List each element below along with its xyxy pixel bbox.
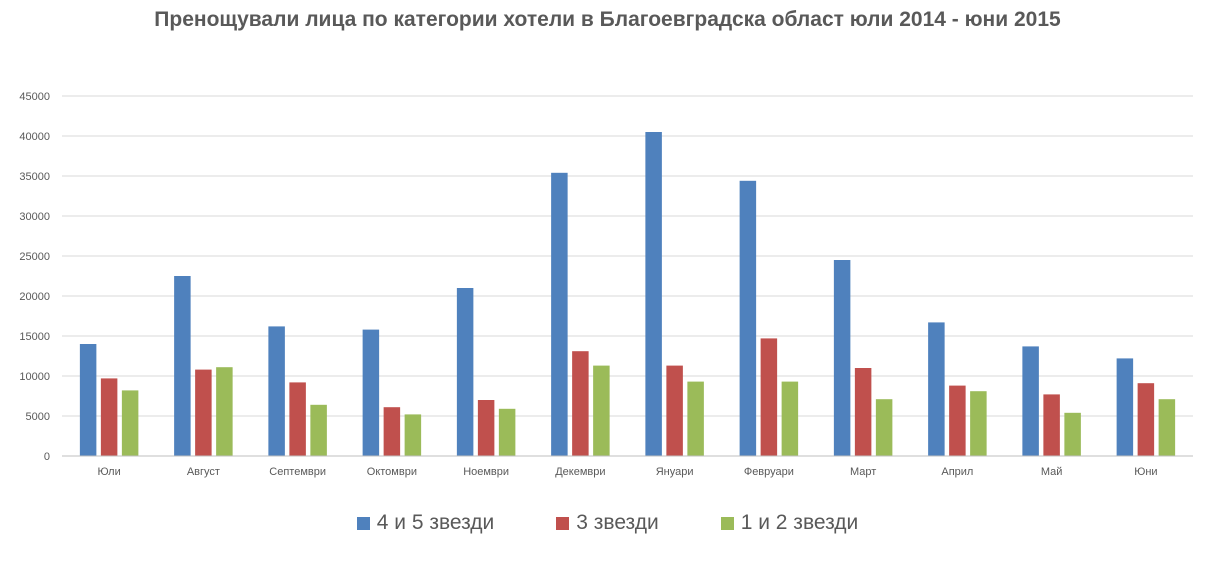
bar — [121, 390, 139, 456]
x-tick-label: Юли — [98, 466, 121, 478]
x-tick-label: Май — [1041, 466, 1063, 478]
x-tick-label: Март — [850, 466, 876, 478]
legend: 4 и 5 звезди 3 звезди 1 и 2 звезди — [0, 511, 1215, 535]
bar — [1137, 383, 1155, 456]
x-tick-label: Август — [187, 466, 220, 478]
bar — [645, 132, 662, 456]
bar — [551, 172, 568, 457]
bar — [174, 276, 191, 456]
bar — [310, 404, 327, 456]
x-tick-label: Февруари — [744, 466, 794, 478]
bar — [216, 367, 233, 456]
bar — [383, 407, 401, 456]
legend-item-1-2-stars: 1 и 2 звезди — [720, 511, 859, 535]
x-tick-label: Януари — [656, 466, 694, 478]
bar — [875, 399, 893, 456]
legend-swatch-4-5-stars — [356, 516, 370, 530]
bar — [477, 400, 495, 456]
bars — [79, 132, 1176, 457]
bar — [404, 414, 422, 456]
y-tick-label: 35000 — [19, 171, 50, 183]
bar — [666, 365, 683, 456]
bar — [362, 329, 380, 456]
bar — [289, 382, 306, 456]
bar — [949, 385, 966, 456]
gridlines — [62, 95, 1193, 417]
bar — [1116, 358, 1134, 456]
bar — [1022, 346, 1039, 456]
y-tick-label: 40000 — [19, 131, 50, 143]
legend-label-3-stars: 3 звезди — [576, 511, 659, 534]
bar — [498, 408, 516, 456]
bar — [760, 338, 778, 456]
legend-swatch-3-stars — [556, 516, 570, 530]
bar — [1158, 399, 1176, 456]
bar — [928, 322, 945, 456]
bar — [593, 365, 610, 456]
bar — [268, 326, 285, 456]
bar — [1043, 394, 1060, 456]
y-tick-label: 30000 — [19, 211, 50, 223]
bar — [79, 344, 97, 456]
chart-title: Пренощували лица по категории хотели в Б… — [154, 8, 1061, 31]
bar — [833, 260, 851, 456]
x-tick-label: Октомври — [367, 466, 417, 478]
legend-label-4-5-stars: 4 и 5 звезди — [376, 511, 495, 534]
y-tick-label: 25000 — [19, 251, 50, 263]
y-tick-label: 45000 — [19, 91, 50, 103]
x-tick-label: Декември — [555, 466, 605, 478]
legend-item-3-stars: 3 звезди — [556, 511, 659, 535]
y-tick-label: 10000 — [19, 371, 50, 383]
bar — [572, 351, 589, 456]
bar — [100, 378, 118, 456]
y-tick-label: 15000 — [19, 331, 50, 343]
x-tick-label: Ноември — [463, 466, 509, 478]
x-tick-label: Септември — [269, 466, 326, 478]
x-tick-label: Юни — [1134, 466, 1157, 478]
bar — [739, 180, 757, 457]
legend-label-1-2-stars: 1 и 2 звезди — [740, 511, 859, 534]
bar — [854, 368, 872, 456]
y-tick-label: 0 — [44, 451, 50, 463]
bar — [456, 288, 474, 456]
y-tick-label: 20000 — [19, 291, 50, 303]
axes: 0 5000 10000 15000 20000 25000 30000 35000 40000… — [19, 91, 1193, 478]
bar — [687, 381, 704, 456]
legend-swatch-1-2-stars — [720, 516, 734, 530]
legend-item-4-5-stars: 4 и 5 звезди — [356, 511, 495, 535]
bar — [970, 391, 987, 456]
bar — [1064, 412, 1081, 456]
y-tick-label: 5000 — [26, 411, 50, 423]
bar — [781, 381, 799, 456]
bar — [195, 369, 212, 456]
x-tick-label: Април — [941, 466, 973, 478]
